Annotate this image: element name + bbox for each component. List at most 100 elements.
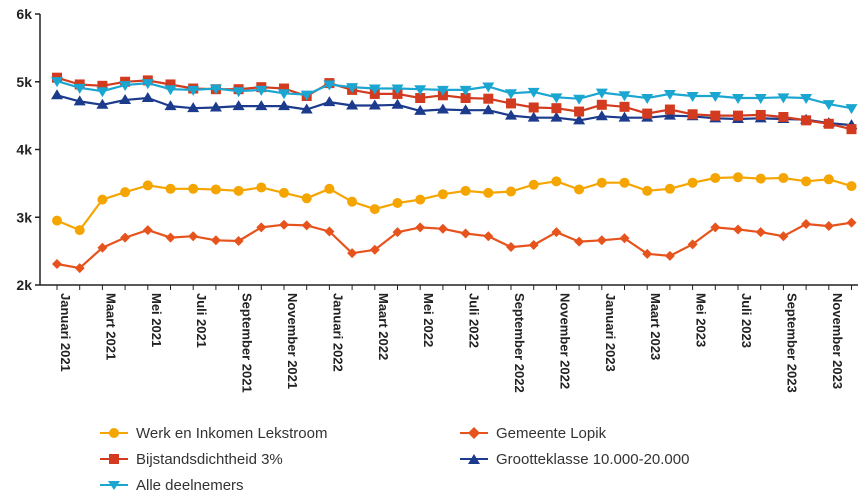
data-point (710, 172, 721, 183)
data-point (164, 100, 177, 111)
legend-item-grootteklasse[interactable]: Grootteklasse 10.000-20.000 (460, 448, 689, 470)
data-point (686, 91, 699, 102)
data-point (210, 184, 221, 195)
data-point (595, 110, 608, 121)
legend-swatch-bijstandsdichtheid (100, 454, 128, 464)
x-tick-label: Maart 2023 (648, 293, 663, 360)
data-point (574, 236, 585, 247)
data-point (256, 222, 267, 233)
data-point (618, 91, 631, 102)
data-point (506, 98, 516, 109)
data-point (846, 124, 857, 135)
data-point (528, 240, 539, 251)
data-point (392, 227, 403, 238)
data-point (97, 194, 108, 205)
x-tick-label: Juli 2021 (194, 293, 209, 348)
series-1 (52, 217, 857, 274)
data-point (618, 111, 631, 122)
data-point (300, 103, 313, 114)
data-point (710, 110, 721, 121)
data-point (663, 109, 676, 120)
data-point (642, 108, 653, 119)
data-point (324, 183, 335, 194)
data-point (346, 99, 359, 110)
data-point (845, 104, 858, 115)
data-point (595, 88, 608, 99)
data-point (778, 172, 789, 183)
data-point (324, 226, 335, 237)
legend-label: Bijstandsdichtheid 3% (136, 450, 283, 468)
data-point (188, 183, 199, 194)
x-tick-label: Maart 2021 (103, 293, 118, 360)
data-point (278, 89, 290, 100)
data-point (483, 187, 494, 198)
data-point (415, 222, 426, 233)
data-point (483, 231, 494, 242)
data-point (755, 173, 766, 184)
x-tick-label: Januari 2023 (603, 293, 618, 372)
legend-item-werk-en-inkomen[interactable]: Werk en Inkomen Lekstroom (100, 422, 327, 444)
legend-item-bijstandsdichtheid[interactable]: Bijstandsdichtheid 3% (100, 448, 283, 470)
data-point (460, 93, 471, 104)
x-tick-label: Mei 2021 (149, 293, 164, 347)
data-point (323, 80, 336, 91)
data-point (460, 185, 471, 196)
series-4 (51, 77, 858, 115)
data-point (165, 79, 176, 90)
data-point (437, 223, 448, 234)
data-point (801, 115, 812, 126)
data-point (97, 242, 108, 253)
data-point (527, 111, 540, 122)
data-point (528, 179, 539, 190)
x-tick-label: September 2023 (784, 293, 799, 393)
x-tick-label: Januari 2022 (330, 293, 345, 372)
y-tick-label: 5k (16, 74, 32, 90)
data-point (664, 104, 675, 115)
legend-item-alle-deelnemers[interactable]: Alle deelnemers (100, 474, 244, 496)
data-point (52, 215, 62, 226)
data-point (301, 193, 312, 204)
y-tick-label: 2k (16, 277, 32, 293)
data-point (823, 174, 834, 185)
data-point (642, 185, 653, 196)
data-point (210, 235, 221, 246)
data-point (596, 99, 607, 110)
data-point (279, 83, 289, 94)
data-point (73, 95, 86, 106)
data-point (187, 102, 200, 113)
y-tick-label: 3k (16, 209, 32, 225)
data-point (732, 94, 744, 105)
x-tick-label: September 2021 (240, 293, 255, 393)
data-point (664, 183, 675, 194)
data-point (710, 222, 721, 233)
data-point (142, 225, 153, 236)
data-point (165, 232, 176, 243)
data-point (733, 172, 743, 183)
data-point (279, 187, 289, 198)
data-point (391, 84, 404, 95)
data-point (369, 204, 380, 215)
data-point (96, 87, 109, 98)
x-tick-label: Juli 2023 (739, 293, 754, 348)
data-point (232, 100, 245, 111)
data-point (664, 250, 675, 261)
data-point (506, 242, 516, 253)
data-point (279, 219, 289, 230)
data-point (415, 194, 426, 205)
data-point (550, 111, 563, 122)
data-point (687, 109, 698, 120)
data-point (73, 83, 86, 94)
legend-label: Gemeente Lopik (496, 424, 607, 442)
data-point (369, 244, 380, 255)
legend-label: Werk en Inkomen Lekstroom (136, 424, 328, 442)
data-point (551, 176, 562, 187)
data-point (846, 217, 857, 228)
data-point (142, 180, 153, 191)
data-point (550, 93, 563, 104)
data-point (596, 235, 607, 246)
line-chart: 2k 3k 4k 5k 6k Januari 2021 Maart 2021 Mei 2021… (16, 6, 858, 393)
data-point (777, 93, 790, 104)
legend-item-gemeente-lopik[interactable]: Gemeente Lopik (460, 422, 606, 444)
x-tick-label: November 2022 (557, 293, 572, 389)
data-point (278, 100, 290, 111)
